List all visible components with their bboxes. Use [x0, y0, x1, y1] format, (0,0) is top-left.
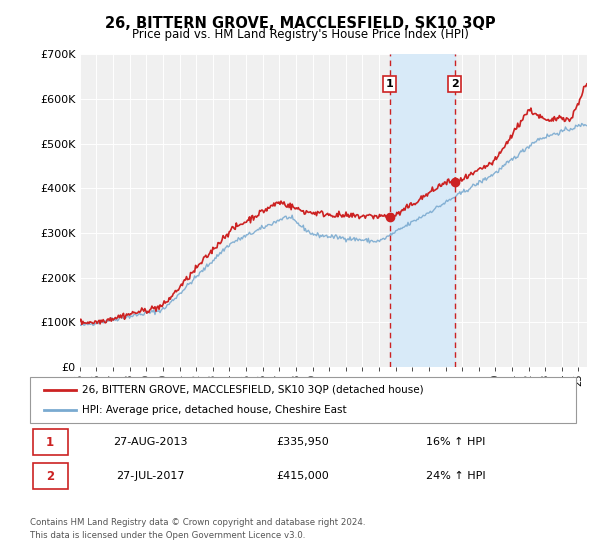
Text: This data is licensed under the Open Government Licence v3.0.: This data is licensed under the Open Gov… [30, 531, 305, 540]
Text: £415,000: £415,000 [277, 472, 329, 481]
FancyBboxPatch shape [33, 429, 68, 455]
FancyBboxPatch shape [33, 463, 68, 489]
Text: 16% ↑ HPI: 16% ↑ HPI [426, 437, 485, 447]
Text: 1: 1 [386, 79, 394, 89]
Text: 2: 2 [451, 79, 458, 89]
Text: Price paid vs. HM Land Registry's House Price Index (HPI): Price paid vs. HM Land Registry's House … [131, 28, 469, 41]
Text: £335,950: £335,950 [277, 437, 329, 447]
Text: 26, BITTERN GROVE, MACCLESFIELD, SK10 3QP: 26, BITTERN GROVE, MACCLESFIELD, SK10 3Q… [104, 16, 496, 31]
Text: HPI: Average price, detached house, Cheshire East: HPI: Average price, detached house, Ches… [82, 405, 346, 415]
FancyBboxPatch shape [30, 377, 576, 423]
Text: 27-JUL-2017: 27-JUL-2017 [116, 472, 184, 481]
Text: 1: 1 [46, 436, 54, 449]
Bar [390, 54, 455, 367]
Text: Contains HM Land Registry data © Crown copyright and database right 2024.: Contains HM Land Registry data © Crown c… [30, 518, 365, 527]
Text: 27-AUG-2013: 27-AUG-2013 [113, 437, 187, 447]
Text: 24% ↑ HPI: 24% ↑ HPI [426, 472, 485, 481]
Text: 2: 2 [46, 470, 54, 483]
Text: 26, BITTERN GROVE, MACCLESFIELD, SK10 3QP (detached house): 26, BITTERN GROVE, MACCLESFIELD, SK10 3Q… [82, 385, 424, 395]
